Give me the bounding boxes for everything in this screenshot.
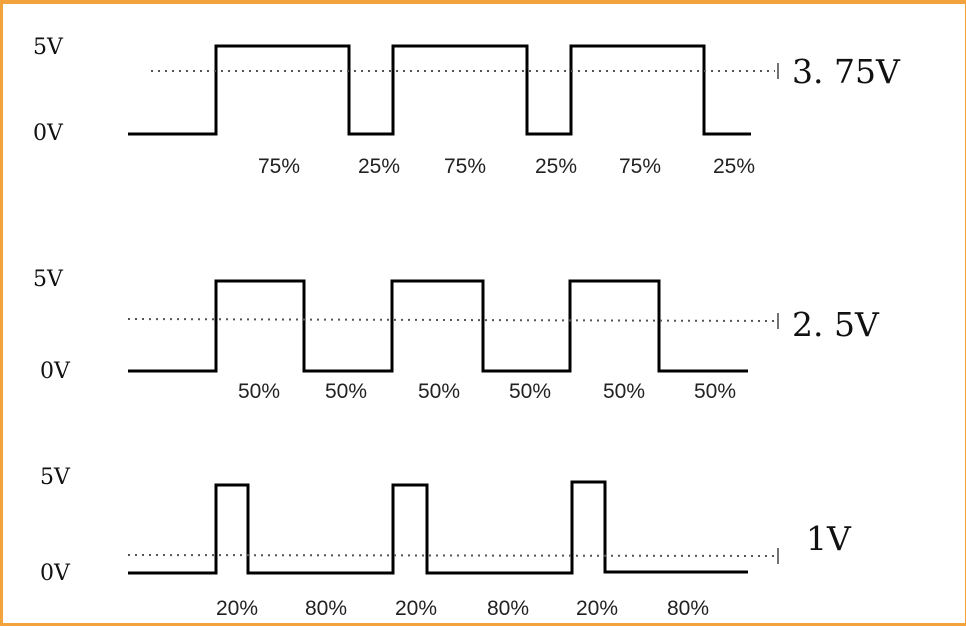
low-voltage-label: 0V [33,121,64,146]
average-voltage-line [127,554,776,557]
pwm-panel-20: 5V 0V 1V 20% 80% 20% 80% 20% 80% [40,465,852,620]
duty-label: 20% [576,597,618,620]
average-voltage-label: 2. 5V [792,305,880,344]
duty-label: 75% [444,155,486,178]
pwm-diagram: 5V 0V 3. 75V 75% 25% 75% 25% 75% 25% 5V … [33,35,901,620]
pwm-waveform [128,44,751,136]
duty-label: 80% [487,597,529,620]
high-voltage-label: 5V [33,35,64,60]
pwm-waveform [128,279,748,373]
duty-label: 20% [395,597,437,620]
average-voltage-label: 1V [806,519,852,558]
duty-label: 50% [418,380,460,403]
duty-label: 25% [358,155,400,178]
low-voltage-label: 0V [40,561,71,586]
duty-label: 75% [258,155,300,178]
duty-label: 50% [238,380,280,403]
duty-label: 50% [325,380,367,403]
duty-label: 25% [713,155,755,178]
pwm-panel-75: 5V 0V 3. 75V 75% 25% 75% 25% 75% 25% [33,35,901,178]
pwm-waveform [128,480,748,575]
low-voltage-label: 0V [40,359,71,384]
duty-label: 80% [305,597,347,620]
high-voltage-label: 5V [33,267,64,292]
average-voltage-line [127,318,776,322]
duty-label: 25% [535,155,577,178]
duty-label: 50% [509,380,551,403]
average-voltage-label: 3. 75V [792,52,901,91]
duty-label: 50% [694,380,736,403]
duty-label: 75% [619,155,661,178]
pwm-panel-50: 5V 0V 2. 5V 50% 50% 50% 50% 50% 50% [33,267,880,403]
duty-label: 20% [216,597,258,620]
high-voltage-label: 5V [40,465,71,490]
duty-label: 80% [667,597,709,620]
duty-label: 50% [603,380,645,403]
